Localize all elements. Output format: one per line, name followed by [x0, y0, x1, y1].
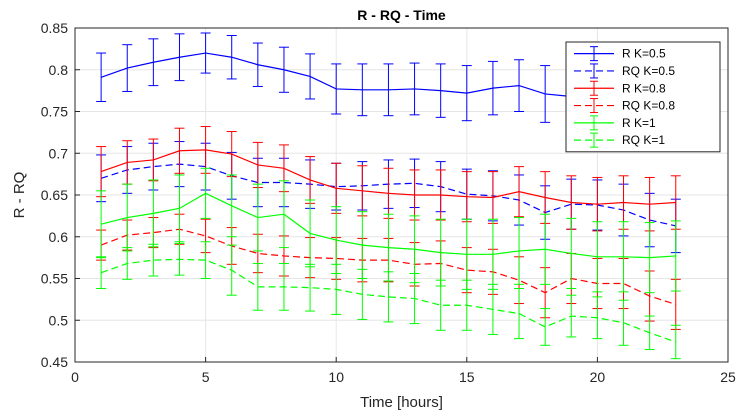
series-1-errorbar: [252, 42, 263, 87]
series-5-errorbar: [226, 174, 237, 238]
series-6-errorbar: [252, 262, 263, 311]
series-6-errorbar: [644, 315, 655, 350]
series-5-errorbar: [540, 213, 551, 285]
series-6-errorbar: [200, 241, 211, 279]
series-1-errorbar: [540, 65, 551, 123]
series-6-errorbar: [566, 294, 577, 338]
series-6-errorbar: [174, 242, 185, 276]
series-1-errorbar: [148, 38, 159, 87]
series-1-errorbar: [96, 52, 107, 102]
legend-label: R K=0.5: [622, 47, 666, 61]
series-6-errorbar: [96, 256, 107, 290]
x-tick-label: 10: [328, 369, 344, 385]
x-tick-label: 5: [202, 369, 210, 385]
series-1-errorbar: [409, 62, 420, 116]
series-6: [96, 241, 681, 360]
y-tick-label: 0.6: [49, 229, 69, 245]
series-layer: [96, 32, 681, 360]
x-tick-label: 20: [590, 369, 606, 385]
x-tick-label: 0: [71, 369, 79, 385]
series-6-errorbar: [540, 308, 551, 346]
series-5-errorbar: [96, 190, 107, 259]
series-5-errorbar: [514, 217, 525, 285]
series-5-errorbar: [644, 222, 655, 294]
series-6-errorbar: [487, 283, 498, 335]
series-1-errorbar: [514, 59, 525, 112]
series-5-errorbar: [592, 221, 603, 293]
series-1-errorbar: [278, 46, 289, 93]
series-6-errorbar: [435, 279, 446, 331]
series-1-errorbar: [226, 35, 237, 80]
series-5-errorbar: [331, 206, 342, 274]
series-6-errorbar: [357, 268, 368, 320]
series-5-errorbar: [670, 220, 681, 292]
series-3-errorbar: [96, 146, 107, 198]
series-6-errorbar: [226, 244, 237, 296]
series-1-errorbar: [331, 63, 342, 115]
series-6-errorbar: [383, 271, 394, 323]
series-6-errorbar: [148, 243, 159, 277]
y-tick-label: 0.85: [41, 20, 68, 36]
y-tick-label: 0.5: [49, 312, 69, 328]
series-5-errorbar: [174, 174, 185, 243]
x-tick-label: 25: [720, 369, 736, 385]
series-3-errorbar: [174, 127, 185, 174]
series-1-errorbar: [435, 63, 446, 118]
legend-item: R K=1: [574, 115, 656, 131]
series-1-errorbar: [357, 63, 368, 117]
series-5-errorbar: [305, 199, 316, 268]
series-1-errorbar: [305, 53, 316, 100]
x-axis-label: Time [hours]: [360, 394, 443, 411]
y-tick-label: 0.8: [49, 62, 69, 78]
y-tick-label: 0.65: [41, 187, 68, 203]
series-6-errorbar: [670, 324, 681, 360]
series-1-errorbar: [122, 44, 133, 92]
series-5-errorbar: [618, 221, 629, 293]
series-6-errorbar: [592, 296, 603, 340]
y-tick-label: 0.55: [41, 271, 68, 287]
legend-item: R K=0.5: [574, 46, 666, 62]
series-6-errorbar: [278, 262, 289, 311]
series-1-errorbar: [383, 63, 394, 117]
series-6-errorbar: [331, 263, 342, 315]
series-1-errorbar: [200, 32, 211, 74]
y-axis-label: R - RQ: [11, 172, 28, 219]
series-6-errorbar: [122, 247, 133, 280]
legend-label: R K=0.8: [622, 81, 666, 95]
series-1-errorbar: [461, 65, 472, 122]
legend-item: RQ K=0.8: [574, 98, 675, 114]
ticks: 0 5 10 15 20 25 0.45 0.5 0.55 0.6 0.65 0.7 0.75 0.8 0.…: [41, 20, 736, 385]
legend-item: R K=0.8: [574, 80, 666, 96]
series-1-errorbar: [487, 60, 498, 116]
series-3: [96, 126, 681, 232]
series-6-errorbar: [409, 272, 420, 325]
chart-title: R - RQ - Time: [357, 7, 446, 23]
legend-item: RQ K=1: [574, 132, 665, 148]
legend-label: RQ K=1: [622, 133, 665, 147]
legend-label: R K=1: [622, 116, 656, 130]
series-6-errorbar: [305, 263, 316, 312]
legend-label: RQ K=0.5: [622, 64, 675, 78]
series-5: [96, 167, 681, 294]
legend-item: RQ K=0.5: [574, 63, 675, 79]
series-1-errorbar: [174, 33, 185, 82]
series-5-errorbar: [566, 217, 577, 290]
series-6-line: [100, 258, 676, 343]
series-6-errorbar: [618, 299, 629, 346]
x-tick-label: 15: [459, 369, 475, 385]
legend: R K=0.5 RQ K=0.5 R K=0.8 RQ K=0.8 R K=1 RQ K=…: [565, 41, 721, 153]
series-3-errorbar: [305, 156, 316, 204]
y-tick-label: 0.75: [41, 104, 68, 120]
y-tick-label: 0.45: [41, 354, 68, 370]
y-tick-label: 0.7: [49, 145, 69, 161]
series-5-errorbar: [278, 180, 289, 249]
legend-label: RQ K=0.8: [622, 99, 675, 113]
series-6-errorbar: [461, 279, 472, 331]
series-5-errorbar: [252, 183, 263, 252]
series-6-errorbar: [514, 288, 525, 340]
series-3-errorbar: [514, 166, 525, 218]
series-5-errorbar: [200, 167, 211, 219]
